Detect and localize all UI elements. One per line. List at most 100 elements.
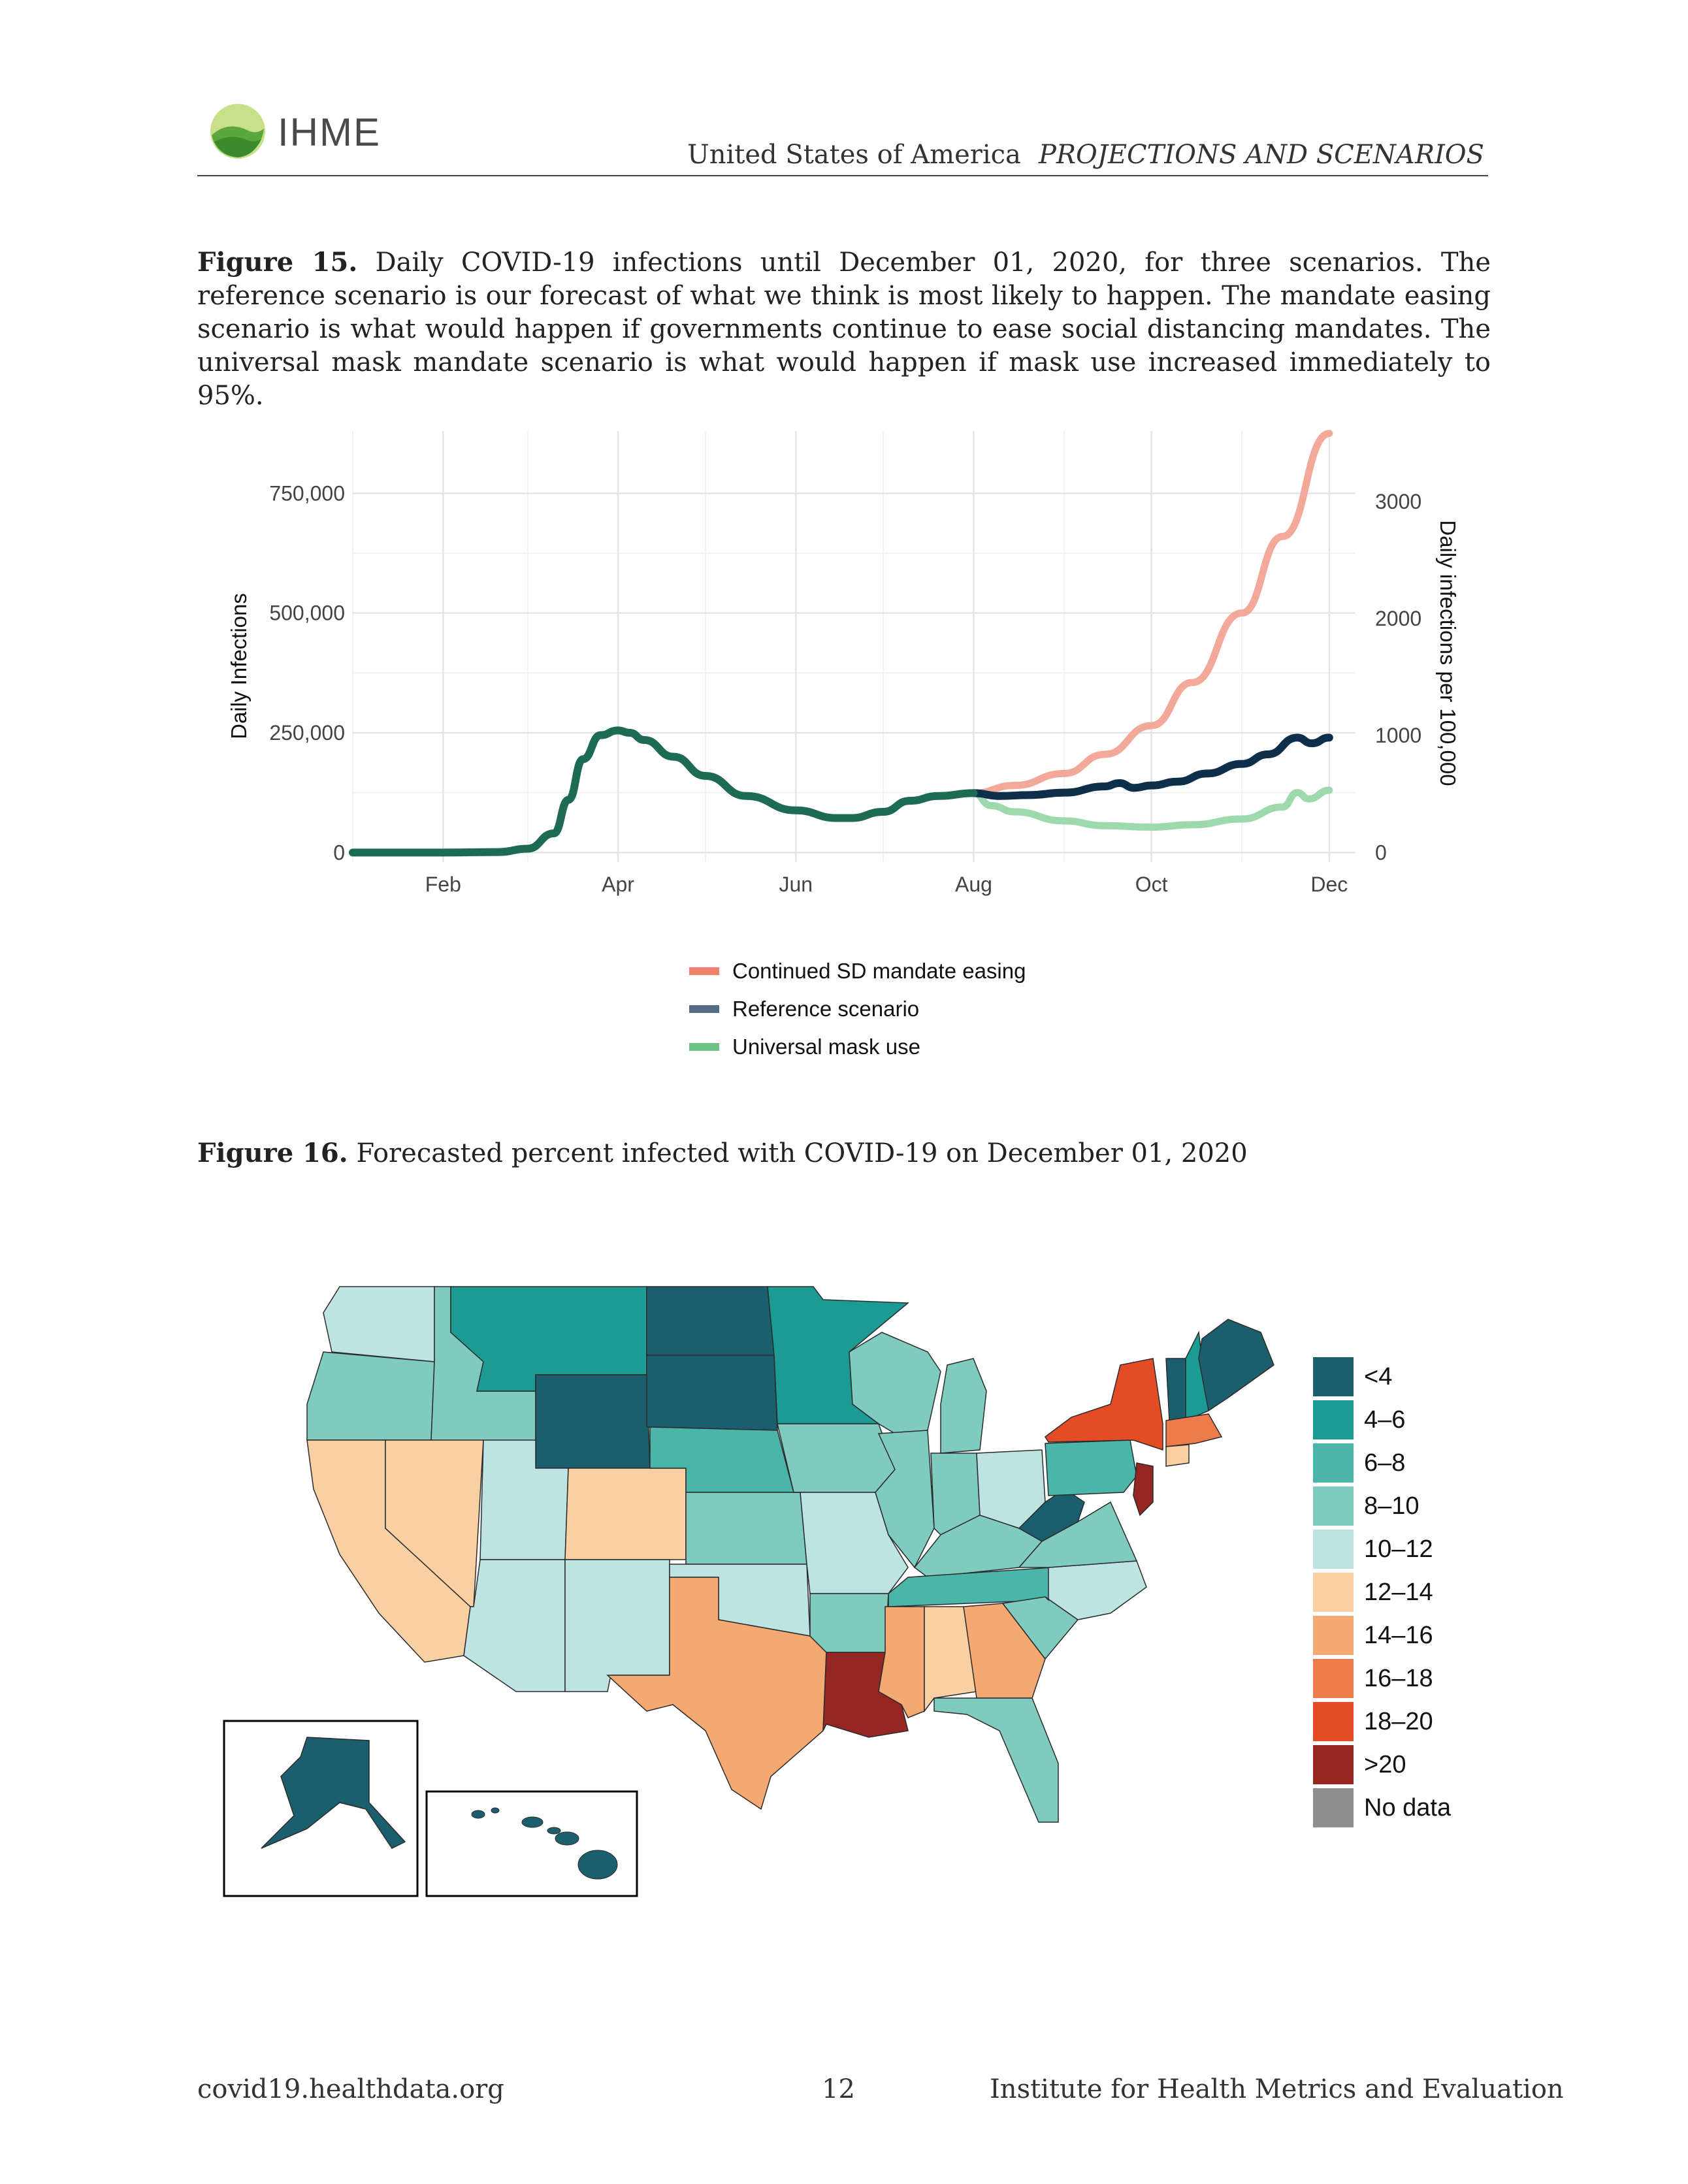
us-choropleth-map xyxy=(223,1286,1274,1897)
map-legend-item: 4–6 xyxy=(1313,1398,1405,1441)
state-pennsylvania xyxy=(1045,1439,1137,1496)
footer-page-number: 12 xyxy=(822,2074,855,2104)
legend-item-easing: Continued SD mandate easing xyxy=(689,952,1026,990)
footer-institute: Institute for Health Metrics and Evaluat… xyxy=(990,2074,1564,2104)
map-legend-item: >20 xyxy=(1313,1743,1406,1786)
x-tick-label: Dec xyxy=(1310,873,1348,896)
map-legend-item: No data xyxy=(1313,1786,1451,1829)
state-illinois xyxy=(875,1430,935,1569)
x-tick-label: Jun xyxy=(779,873,813,896)
state-michigan xyxy=(940,1358,987,1454)
map-legend-label: 8–10 xyxy=(1364,1492,1420,1520)
map-legend-swatch xyxy=(1313,1400,1354,1439)
logo-text: IHME xyxy=(278,110,381,154)
state-iowa xyxy=(777,1423,896,1493)
map-legend-label: No data xyxy=(1364,1793,1452,1822)
figure-16-caption-text: Forecasted percent infected with COVID-1… xyxy=(356,1138,1248,1168)
state-maine xyxy=(1198,1319,1274,1412)
map-legend-label: 4–6 xyxy=(1364,1405,1406,1434)
series-line-history xyxy=(349,726,978,857)
state-new-mexico xyxy=(564,1559,670,1692)
map-legend-swatch xyxy=(1313,1745,1354,1784)
state-hawaii xyxy=(471,1807,618,1880)
figure-16-caption: Figure 16. Forecasted percent infected w… xyxy=(197,1136,1491,1170)
state-florida xyxy=(933,1697,1059,1823)
map-legend-item: 12–14 xyxy=(1313,1571,1433,1614)
legend-label: Universal mask use xyxy=(732,1035,920,1059)
figure-15-caption: Figure 15. Daily COVID-19 infections unt… xyxy=(197,246,1491,413)
legend-label: Reference scenario xyxy=(732,997,920,1021)
figure-15-caption-text: Daily COVID-19 infections until December… xyxy=(197,248,1491,411)
map-legend-item: <4 xyxy=(1313,1355,1392,1398)
map-legend-swatch xyxy=(1313,1486,1354,1526)
footer-website: covid19.healthdata.org xyxy=(197,2074,504,2104)
y-right-tick-label: 2000 xyxy=(1375,607,1421,630)
state-massachusetts xyxy=(1165,1413,1223,1447)
y-right-axis-ticks: 0 1000 2000 3000 xyxy=(1375,490,1421,864)
hawaii-inset-frame xyxy=(425,1790,638,1897)
map-legend-label: 16–18 xyxy=(1364,1664,1433,1692)
map-legend-item: 6–8 xyxy=(1313,1441,1405,1485)
x-axis-ticks: Feb Apr Jun Aug Oct Dec xyxy=(425,873,1348,896)
state-new-york xyxy=(1044,1358,1163,1451)
series-line-easing xyxy=(969,430,1333,797)
map-legend-swatch xyxy=(1313,1616,1354,1655)
map-legend-item: 8–10 xyxy=(1313,1485,1420,1528)
y-axis-ticks: 0 250,000 500,000 750,000 xyxy=(269,481,345,864)
map-legend-label: 6–8 xyxy=(1364,1449,1406,1477)
ihme-logo-icon xyxy=(210,104,265,159)
map-legend-swatch xyxy=(1313,1443,1354,1483)
y-axis-label: Daily Infections xyxy=(227,593,251,739)
y-tick-label: 250,000 xyxy=(269,721,345,745)
y-right-axis-label: Daily infections per 100,000 xyxy=(1436,520,1460,786)
map-legend-label: 12–14 xyxy=(1364,1578,1433,1606)
state-arkansas xyxy=(809,1593,889,1653)
map-legend-swatch xyxy=(1313,1357,1354,1396)
y-tick-label: 750,000 xyxy=(269,481,345,505)
state-new-jersey xyxy=(1133,1462,1154,1517)
header-section: PROJECTIONS AND SCENARIOS xyxy=(1039,140,1484,170)
map-legend-swatch xyxy=(1313,1702,1354,1741)
legend-label: Continued SD mandate easing xyxy=(732,959,1026,983)
state-west-virginia xyxy=(1018,1488,1085,1542)
x-tick-label: Aug xyxy=(955,873,992,896)
legend-item-mask: Universal mask use xyxy=(689,1028,920,1066)
figure-15-label: Figure 15. xyxy=(197,247,358,278)
map-legend-label: 10–12 xyxy=(1364,1535,1433,1563)
state-washington xyxy=(323,1286,435,1362)
legend-swatch xyxy=(689,967,719,975)
map-legend-label: <4 xyxy=(1364,1362,1393,1390)
legend-swatch xyxy=(689,1043,719,1051)
state-georgia xyxy=(963,1603,1046,1699)
x-tick-label: Apr xyxy=(602,873,634,896)
y-right-tick-label: 0 xyxy=(1375,841,1387,864)
map-legend-item: 16–18 xyxy=(1313,1657,1433,1700)
map-legend-label: 18–20 xyxy=(1364,1707,1433,1735)
state-alaska xyxy=(261,1737,406,1849)
map-legend-swatch xyxy=(1313,1530,1354,1569)
state-colorado xyxy=(564,1468,687,1560)
y-right-tick-label: 3000 xyxy=(1375,490,1421,513)
y-tick-label: 0 xyxy=(333,841,345,864)
state-north-carolina xyxy=(1045,1560,1147,1620)
x-tick-label: Feb xyxy=(425,873,461,896)
y-right-tick-label: 1000 xyxy=(1375,724,1421,747)
chart-series xyxy=(349,430,1333,857)
x-tick-label: Oct xyxy=(1135,873,1168,896)
map-legend-swatch xyxy=(1313,1573,1354,1612)
series-line-mask xyxy=(969,786,1333,831)
map-legend-swatch xyxy=(1313,1659,1354,1698)
y-tick-label: 500,000 xyxy=(269,602,345,625)
state-arizona xyxy=(463,1559,566,1692)
legend-swatch xyxy=(689,1005,719,1013)
header-country: United States of America xyxy=(687,140,1021,170)
map-legend-item: 14–16 xyxy=(1313,1614,1433,1657)
legend-item-reference: Reference scenario xyxy=(689,990,919,1028)
figure-16-label: Figure 16. xyxy=(197,1138,348,1168)
chart-grid xyxy=(352,431,1355,862)
header-divider xyxy=(197,175,1488,176)
state-vermont xyxy=(1165,1358,1186,1421)
map-legend-item: 10–12 xyxy=(1313,1528,1433,1571)
series-line-reference xyxy=(969,733,1333,800)
state-alabama xyxy=(924,1606,977,1713)
